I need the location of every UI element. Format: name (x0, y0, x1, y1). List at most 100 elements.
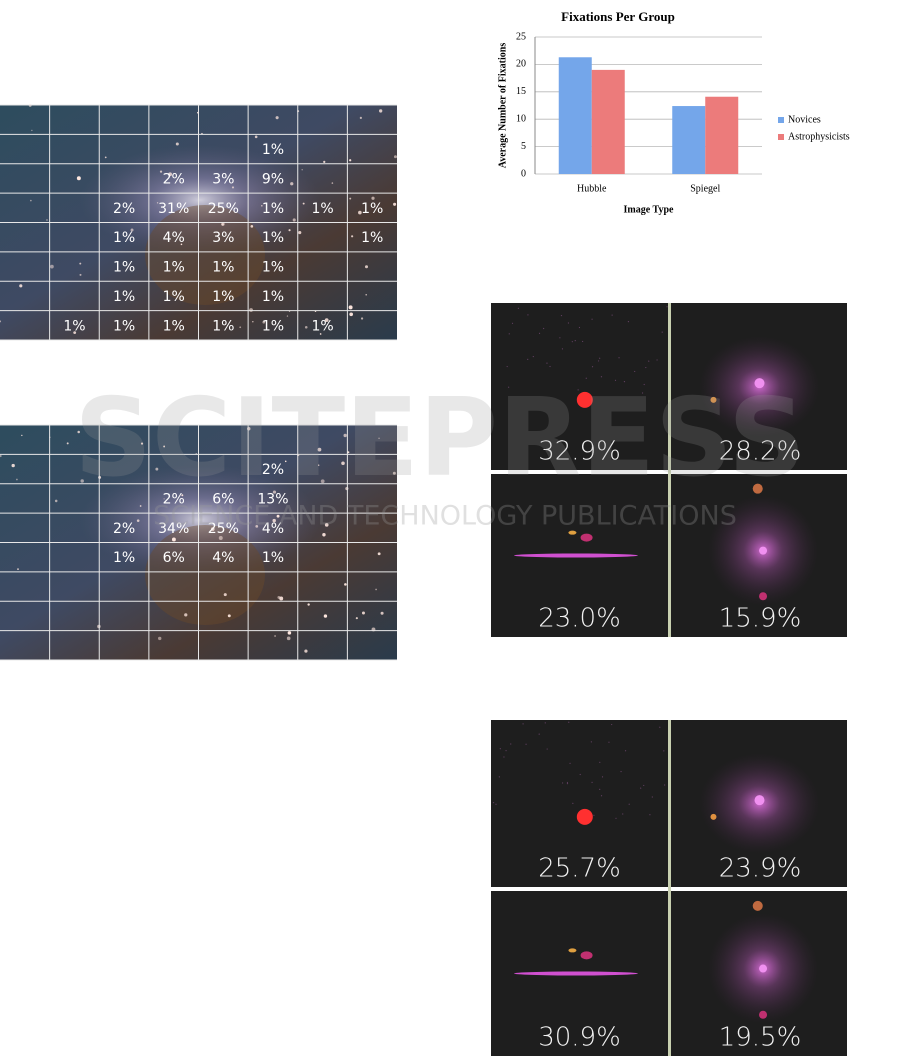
heatmap-panel: 25.7% 23.9% 30.9% 19.5% (491, 720, 847, 1056)
speck (538, 733, 540, 735)
nebula-figure: 1% 2% 3% 9% 2% 31% 25% 1% 1% 1% 1% 4% 3% 1% 1% 1% 1% 1% 1%… (0, 103, 397, 341)
cell-percentage: 1% (212, 289, 234, 305)
speck (599, 788, 601, 790)
cell-percentage: 1% (113, 289, 135, 305)
cell-percentage: 3% (212, 230, 234, 246)
cell-percentage: 25% (208, 521, 239, 537)
nebula-glow (80, 465, 320, 575)
star (378, 437, 380, 439)
speck (623, 381, 626, 383)
speck (608, 741, 610, 743)
star (163, 498, 165, 500)
cell-percentage: 13% (257, 491, 288, 507)
star (171, 537, 176, 542)
cell-percentage: 9% (262, 171, 284, 187)
star (324, 318, 329, 323)
cell-percentage: 1% (262, 230, 284, 246)
gaze-percentage: 30.9% (538, 1023, 621, 1053)
speck (651, 796, 653, 798)
orange-dot (752, 483, 763, 494)
speck (549, 365, 551, 368)
star (77, 430, 80, 434)
gaze-percentage: 25.7% (538, 854, 621, 884)
star (76, 176, 81, 181)
star (262, 320, 266, 324)
star (275, 116, 279, 120)
star (254, 135, 258, 139)
star (288, 229, 291, 232)
y-tick-label: 15 (516, 86, 526, 97)
star (221, 222, 225, 226)
cell-percentage: 4% (262, 521, 284, 537)
star (276, 514, 280, 518)
star (184, 613, 188, 617)
galaxy-core (754, 378, 765, 389)
star (392, 471, 396, 475)
star (30, 199, 32, 202)
nebula-dust (145, 525, 265, 625)
cell-percentage: 1% (63, 318, 85, 334)
speck (572, 802, 574, 805)
speck (527, 358, 529, 360)
speck (578, 326, 581, 329)
speck (649, 814, 651, 816)
speck (666, 306, 668, 308)
speck (645, 366, 647, 369)
star (155, 467, 159, 471)
star (11, 463, 15, 468)
cell-percentage: 4% (163, 230, 185, 246)
speck (611, 314, 613, 316)
star (255, 524, 259, 528)
cell-percentage: 1% (163, 318, 185, 334)
speck (569, 762, 571, 764)
speck (627, 320, 630, 323)
star (349, 197, 352, 200)
speck (590, 741, 592, 743)
star (210, 527, 215, 531)
star (284, 460, 287, 463)
speck (579, 773, 581, 776)
nebula-figure: 2% 2% 6% 13% 2% 34% 25% 4% 1% 6% 4% 1% (0, 424, 397, 661)
star (348, 305, 353, 310)
bar (672, 106, 706, 174)
speck (600, 795, 603, 797)
speck (599, 761, 601, 763)
speck (597, 360, 600, 362)
speck (571, 341, 573, 343)
speck (661, 331, 663, 333)
speck (622, 813, 624, 815)
cell-percentage: 3% (212, 171, 234, 187)
heatmap-quadrant (491, 303, 668, 470)
gaze-percentage: 28.2% (719, 437, 802, 467)
cell-percentage: 1% (113, 550, 135, 566)
cell-percentage: 1% (262, 142, 284, 158)
speck (577, 389, 579, 391)
speck (525, 743, 527, 745)
orange-dot (710, 813, 717, 820)
star (341, 461, 345, 466)
speck (574, 340, 576, 342)
x-tick-label: Spiegel (690, 183, 720, 194)
galaxy-core (759, 964, 768, 973)
star (249, 308, 253, 312)
star (156, 202, 159, 204)
speck (503, 756, 505, 758)
panel-divider (668, 720, 671, 1056)
speck (643, 383, 645, 386)
speck (615, 817, 617, 819)
star (301, 169, 303, 171)
speck (498, 776, 500, 778)
star (79, 262, 82, 265)
speck (508, 333, 510, 335)
star (331, 182, 334, 184)
speck (585, 377, 587, 379)
star (80, 479, 84, 483)
star (304, 325, 308, 329)
panel-divider (668, 303, 671, 637)
speck (582, 340, 584, 343)
star (287, 631, 292, 635)
cell-percentage: 2% (163, 171, 185, 187)
star (371, 196, 375, 200)
star (21, 434, 23, 437)
